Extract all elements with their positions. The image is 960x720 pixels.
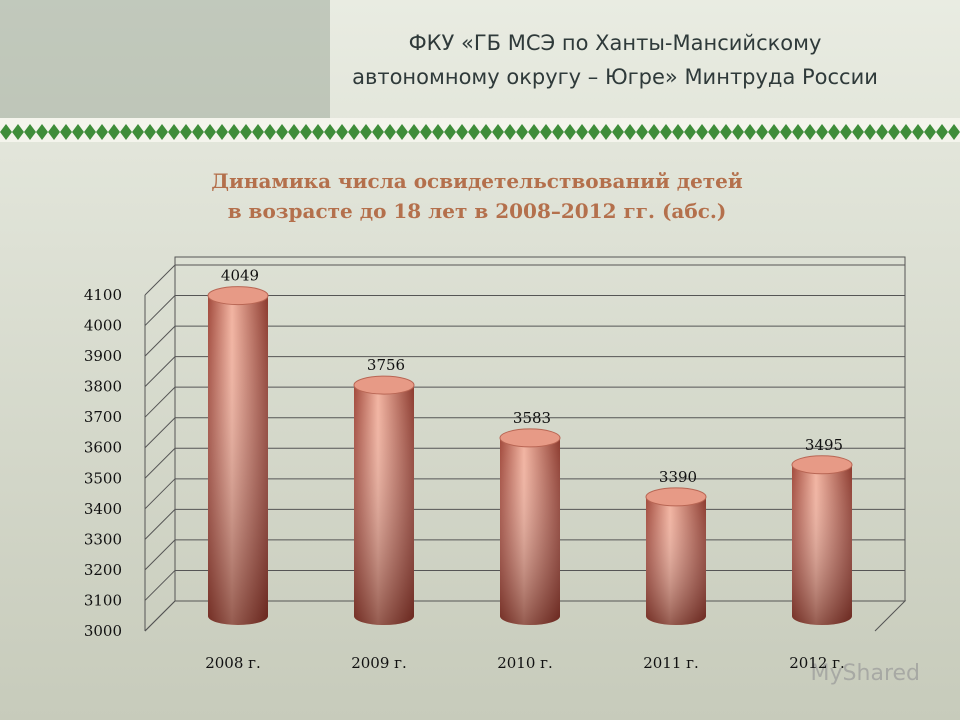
y-tick-label: 3200 bbox=[84, 561, 122, 579]
x-tick-label: 2010 г. bbox=[497, 654, 553, 672]
header-line: ФКУ «ГБ МСЭ по Ханты-Мансийскому bbox=[409, 31, 822, 55]
value-label: 3390 bbox=[659, 468, 697, 486]
y-tick-label: 3000 bbox=[84, 622, 122, 640]
bar-top bbox=[499, 428, 561, 448]
y-tick-label: 4000 bbox=[84, 317, 122, 335]
x-tick-label: 2011 г. bbox=[643, 654, 699, 672]
header-line: автономному округу – Югре» Минтруда Росс… bbox=[352, 65, 878, 89]
chart-title: Динамика числа освидетельствований детей bbox=[211, 169, 743, 193]
bar-top bbox=[791, 455, 853, 475]
grid-line bbox=[144, 386, 905, 418]
y-tick-label: 3900 bbox=[84, 347, 122, 365]
grid-line bbox=[144, 478, 905, 510]
bar-shade bbox=[354, 385, 414, 625]
ornament-band bbox=[0, 118, 960, 142]
y-tick-label: 3400 bbox=[84, 500, 122, 518]
plot: 3000 3100 3200 3300 3400 3500 3600 3700 3800 3900… bbox=[84, 256, 907, 672]
bar-top bbox=[645, 487, 707, 507]
value-label: 3756 bbox=[367, 356, 405, 374]
bar-shade bbox=[792, 464, 852, 625]
grid-line bbox=[144, 447, 905, 479]
x-tick-label: 2008 г. bbox=[205, 654, 261, 672]
bar-top bbox=[207, 286, 269, 306]
value-label: 3495 bbox=[805, 436, 843, 454]
bar-top bbox=[353, 375, 415, 395]
grid-line bbox=[144, 264, 905, 296]
value-label: 4049 bbox=[221, 267, 259, 285]
value-label: 3583 bbox=[513, 409, 551, 427]
y-tick-label: 4100 bbox=[84, 286, 122, 304]
x-tick-label: 2012 г. bbox=[789, 654, 845, 672]
watermark: MyShared bbox=[811, 661, 920, 686]
grid-line bbox=[144, 325, 905, 357]
grid-line bbox=[144, 356, 905, 387]
x-tick-label: 2009 г. bbox=[351, 654, 407, 672]
grid-line bbox=[144, 295, 905, 326]
y-tick-label: 3700 bbox=[84, 408, 122, 426]
y-tick-label: 3500 bbox=[84, 469, 122, 487]
bar-shade bbox=[500, 437, 560, 625]
chart-title: в возрасте до 18 лет в 2008–2012 гг. (аб… bbox=[228, 199, 727, 223]
y-tick-label: 3800 bbox=[84, 378, 122, 396]
y-tick-label: 3600 bbox=[84, 439, 122, 457]
y-tick-label: 3300 bbox=[84, 530, 122, 548]
bar-shade bbox=[208, 295, 268, 625]
header-picture bbox=[0, 0, 330, 118]
bar-shade bbox=[646, 496, 706, 625]
y-tick-label: 3100 bbox=[84, 591, 122, 609]
grid-line bbox=[144, 417, 905, 449]
